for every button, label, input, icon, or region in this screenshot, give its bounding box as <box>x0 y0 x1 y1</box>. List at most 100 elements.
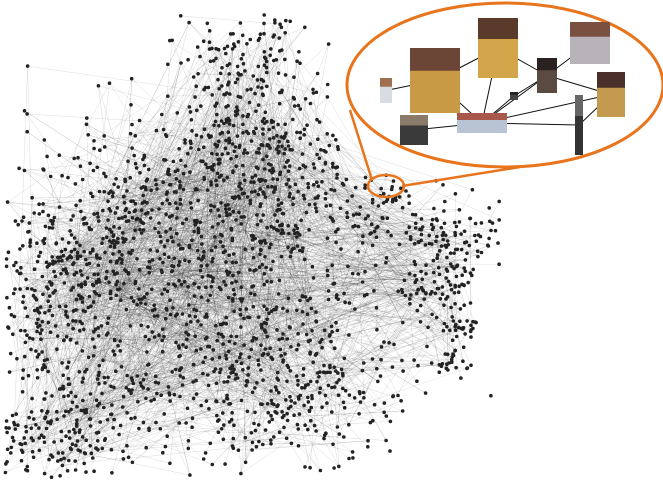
node <box>412 259 417 264</box>
node <box>62 338 66 343</box>
node <box>72 236 77 240</box>
node <box>391 394 396 398</box>
node <box>262 192 266 196</box>
node <box>263 110 268 115</box>
node <box>386 229 390 234</box>
node <box>249 180 253 184</box>
node <box>97 370 101 375</box>
node <box>277 36 282 40</box>
node <box>232 292 237 297</box>
node <box>219 427 224 431</box>
node <box>325 82 330 87</box>
node <box>115 259 119 263</box>
node <box>266 410 271 415</box>
node <box>273 187 277 192</box>
node <box>187 20 191 25</box>
node <box>378 374 383 378</box>
node <box>102 134 106 138</box>
node <box>275 328 279 332</box>
node <box>147 337 151 342</box>
node <box>175 312 179 317</box>
node <box>172 190 177 194</box>
callout-line <box>348 109 374 181</box>
node <box>346 264 350 269</box>
node <box>362 361 366 365</box>
node <box>240 33 245 38</box>
node <box>226 203 230 207</box>
node <box>237 210 241 215</box>
node <box>114 240 118 244</box>
node <box>88 392 93 396</box>
node <box>306 185 311 190</box>
node <box>462 283 467 288</box>
node <box>95 439 100 443</box>
node <box>225 44 230 49</box>
node <box>100 241 104 245</box>
node <box>209 134 213 138</box>
callout-line <box>401 165 521 188</box>
node <box>232 196 237 201</box>
node <box>400 358 404 363</box>
node <box>144 212 148 216</box>
node <box>81 217 85 221</box>
node <box>67 382 72 387</box>
node <box>318 468 323 473</box>
node <box>283 147 287 151</box>
node <box>107 280 111 285</box>
node <box>53 324 58 328</box>
node <box>244 379 249 383</box>
node <box>202 145 206 149</box>
node <box>3 470 8 475</box>
node <box>356 224 361 229</box>
node <box>104 275 108 280</box>
node <box>326 297 331 302</box>
node <box>264 59 269 64</box>
node <box>206 383 211 388</box>
node <box>283 352 287 356</box>
node <box>12 314 17 319</box>
node <box>209 284 214 289</box>
node <box>213 235 217 239</box>
node <box>400 287 404 292</box>
node <box>258 32 263 36</box>
node <box>74 319 78 323</box>
node <box>268 53 273 58</box>
node <box>444 267 449 272</box>
node <box>28 238 33 242</box>
node <box>251 304 256 309</box>
node <box>295 235 299 239</box>
node <box>110 241 114 245</box>
node <box>62 456 66 461</box>
node <box>243 69 247 73</box>
node <box>15 269 19 273</box>
node <box>360 280 365 284</box>
node <box>308 338 313 343</box>
node <box>276 370 280 375</box>
node <box>112 385 116 390</box>
thumbnail-detail <box>575 95 583 116</box>
node <box>214 101 219 106</box>
node <box>189 320 193 324</box>
node <box>415 379 419 384</box>
node <box>453 302 457 306</box>
node <box>281 332 285 336</box>
thumbnail-detail <box>457 113 507 120</box>
node <box>123 214 127 219</box>
node <box>23 329 27 333</box>
node <box>166 62 170 67</box>
node <box>60 258 64 263</box>
node <box>180 312 185 316</box>
node <box>121 457 126 461</box>
node <box>312 166 317 170</box>
node <box>164 133 168 137</box>
node <box>254 109 258 113</box>
node <box>269 389 273 393</box>
node <box>246 366 250 370</box>
node <box>382 410 387 415</box>
node <box>177 147 181 151</box>
node <box>258 202 263 206</box>
node <box>246 373 250 377</box>
node <box>96 215 100 219</box>
node <box>11 291 16 296</box>
node <box>251 255 256 260</box>
